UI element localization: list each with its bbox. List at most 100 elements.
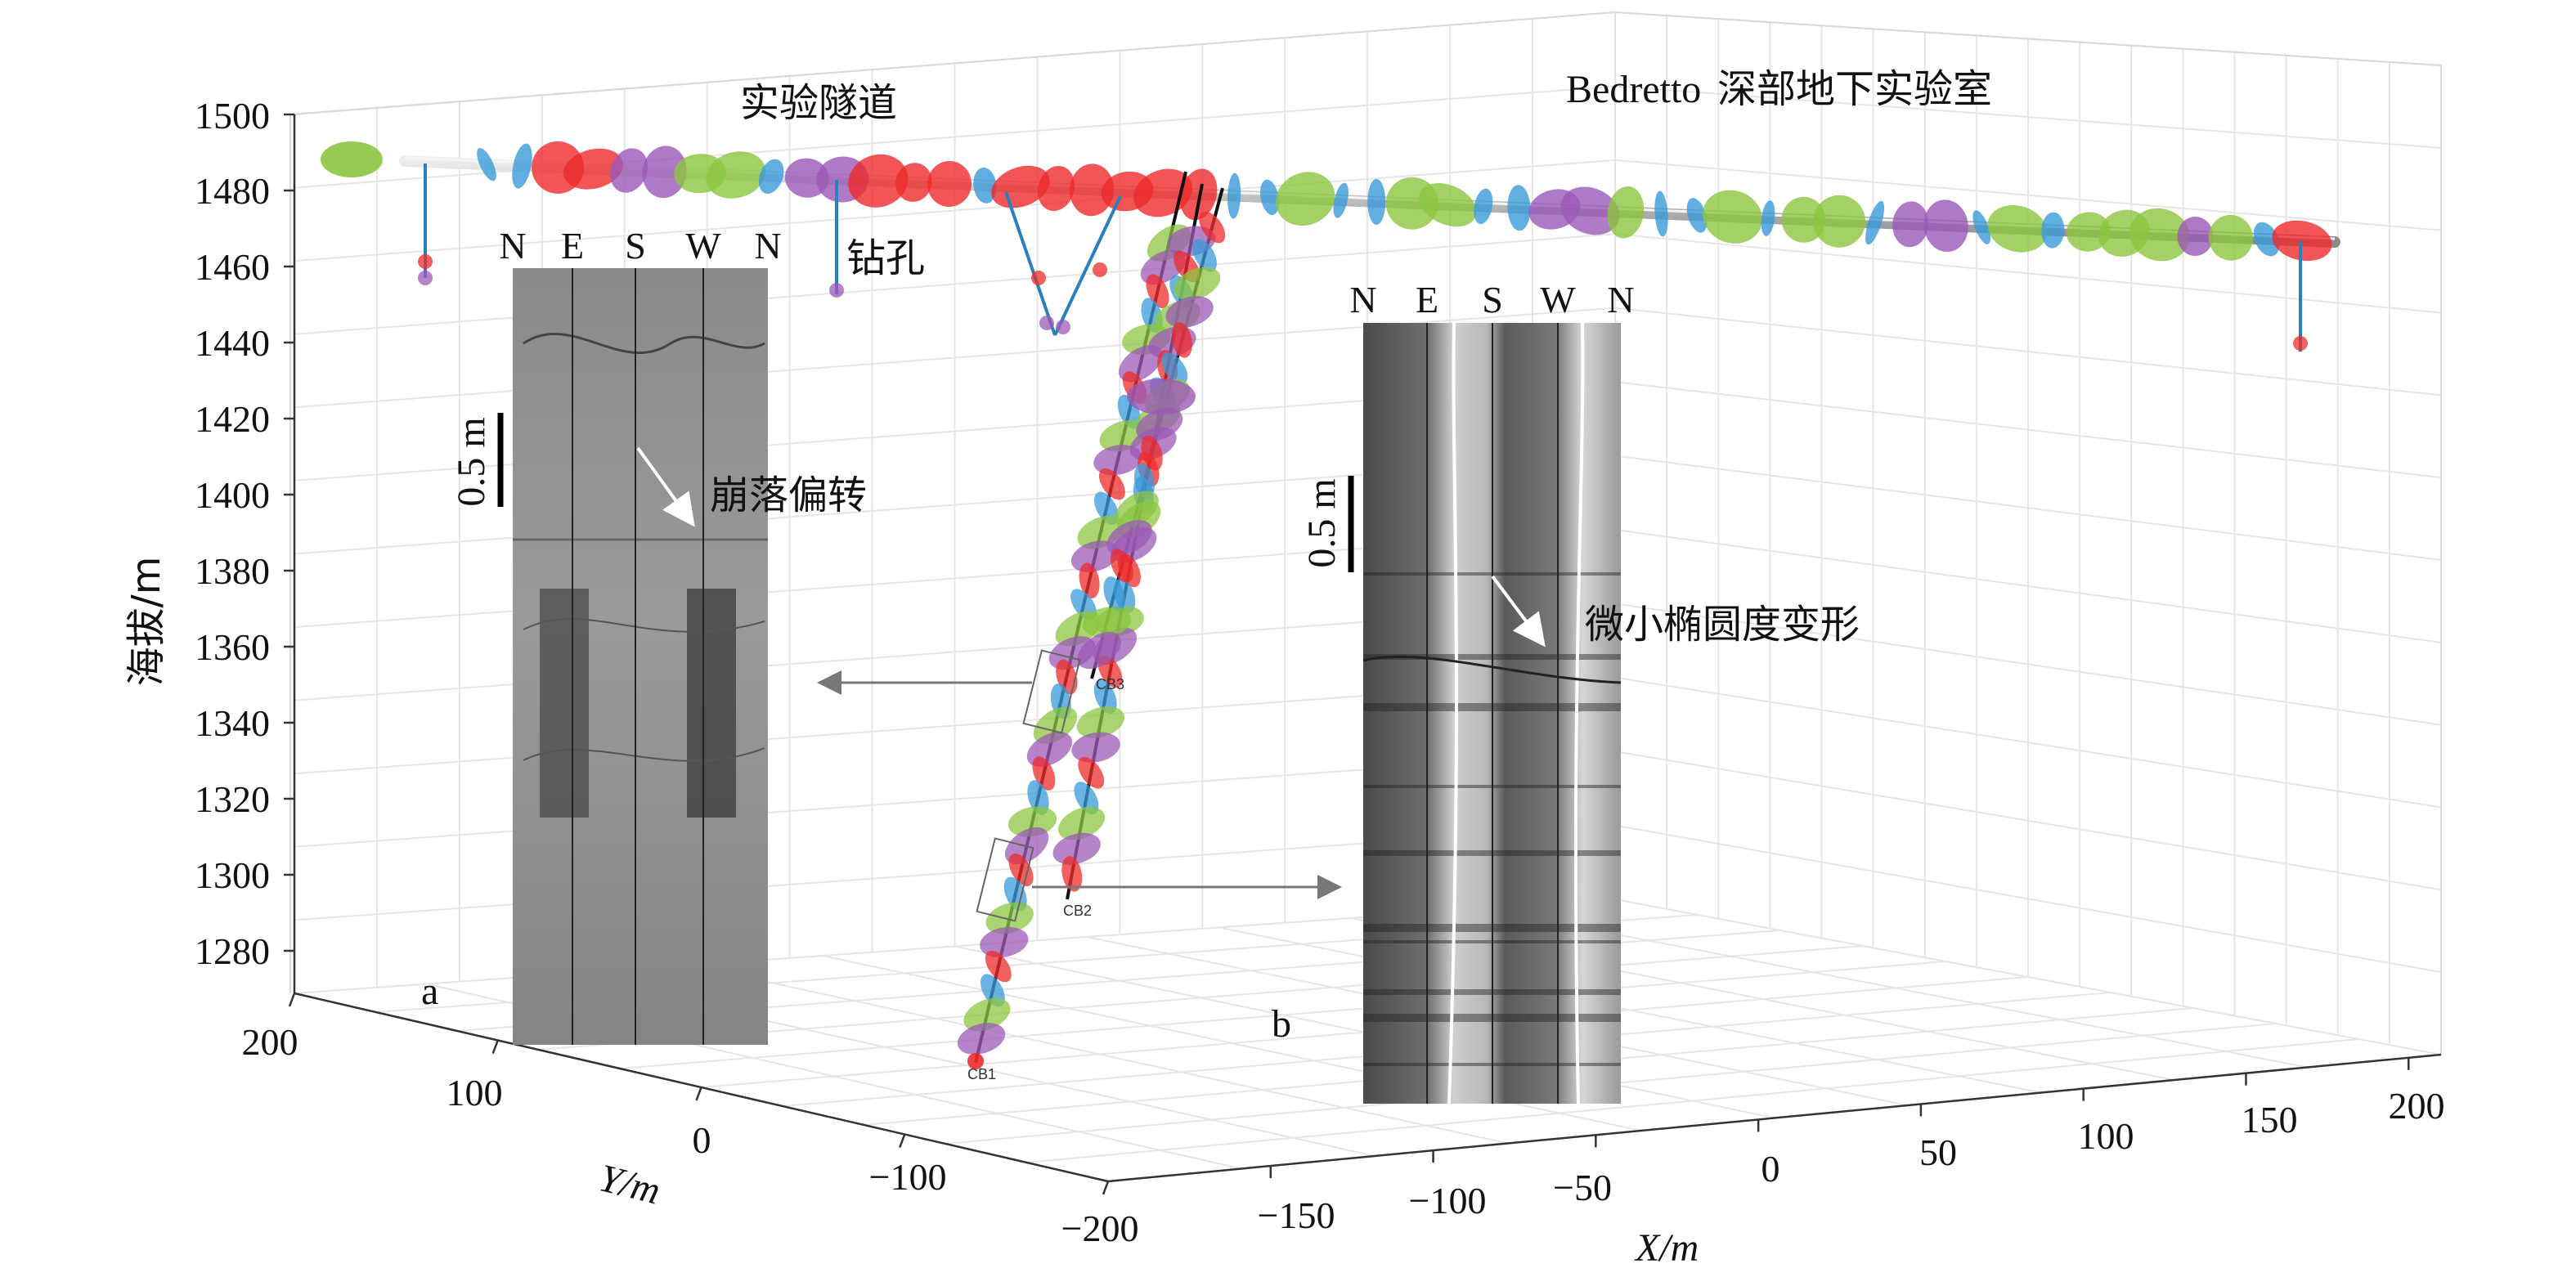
borehole-fracture-marker bbox=[1136, 408, 1183, 441]
x-tick-minus50: −50 bbox=[1553, 1167, 1612, 1208]
borehole-fracture-marker bbox=[1199, 211, 1226, 244]
z-tick-1460: 1460 bbox=[195, 246, 270, 288]
panel-a-compass-s: S bbox=[625, 225, 646, 267]
fracture-marker bbox=[1813, 195, 1866, 248]
borehole-fracture-marker bbox=[1008, 806, 1057, 837]
fracture-marker bbox=[1367, 178, 1386, 225]
borehole-end-marker bbox=[967, 1053, 984, 1069]
panel-b-caliper-w bbox=[1573, 322, 1585, 1104]
borehole-marker bbox=[1031, 271, 1046, 285]
panel-a-dark-zone-w bbox=[687, 589, 736, 818]
panel-a-white-arrow bbox=[636, 446, 695, 527]
y-tick-mark bbox=[695, 1087, 702, 1101]
y-tick-mark bbox=[1102, 1181, 1110, 1195]
x-tick-minus150: −150 bbox=[1258, 1194, 1335, 1236]
borehole-fracture-marker bbox=[1171, 322, 1192, 358]
panel-b-white-arrow bbox=[1491, 575, 1546, 647]
fracture-marker bbox=[1703, 190, 1762, 244]
fracture-marker bbox=[610, 148, 648, 193]
z-tick-1420: 1420 bbox=[195, 398, 270, 440]
grid-line-floor bbox=[1614, 898, 2442, 1055]
fracture-marker bbox=[1333, 182, 1349, 218]
borehole-fracture-marker bbox=[1076, 706, 1125, 738]
y-tick-minus100: −100 bbox=[869, 1156, 947, 1198]
borehole-fracture-marker bbox=[1070, 540, 1120, 572]
panel-b-caliper-e bbox=[1447, 322, 1459, 1104]
z-tick-marks bbox=[284, 113, 294, 952]
fracture-marker bbox=[848, 154, 909, 208]
fracture-marker bbox=[758, 159, 784, 194]
z-tick-1340: 1340 bbox=[195, 702, 270, 744]
breakout-label: 崩落偏转 bbox=[710, 473, 867, 518]
box-top-edges bbox=[289, 11, 2442, 1055]
y-tick-marks bbox=[288, 992, 1110, 1195]
borehole-fracture-marker bbox=[1161, 352, 1188, 384]
fracture-marker bbox=[1069, 164, 1115, 217]
borehole-fracture-marker bbox=[1141, 435, 1163, 471]
y-tick-labels: 200 100 0 −100 −200 bbox=[242, 1021, 1139, 1249]
fracture-marker bbox=[1654, 190, 1668, 237]
z-axis-label: 海拔/m bbox=[123, 557, 169, 687]
lab-label-latin: Bedretto bbox=[1566, 68, 1701, 111]
borehole-label: 钻孔 bbox=[846, 235, 925, 281]
z-tick-1320: 1320 bbox=[195, 778, 270, 820]
y-tick-mark bbox=[288, 992, 296, 1007]
panel-a-compass-w: W bbox=[685, 225, 721, 267]
fracture-marker bbox=[1227, 173, 1241, 219]
panel-a-dark-zone-e bbox=[540, 589, 589, 818]
panel-b-compass-w: W bbox=[1540, 279, 1576, 320]
borehole-fracture-marker bbox=[1077, 631, 1121, 670]
panel-b-scale-label: 0.5 m bbox=[1300, 478, 1344, 567]
fracture-marker bbox=[973, 167, 997, 204]
fracture-marker bbox=[642, 146, 687, 199]
borehole-fracture-marker bbox=[1133, 463, 1155, 500]
panel-a: 0.5 m N E S W N a bbox=[421, 225, 782, 1045]
borehole-fracture-marker bbox=[985, 902, 1034, 934]
panel-a-scale-label: 0.5 m bbox=[450, 417, 493, 506]
fracture-marker bbox=[2041, 212, 2065, 249]
borehole-fracture-marker bbox=[1093, 679, 1117, 715]
panel-a-fracture-2 bbox=[523, 618, 765, 633]
borehole-marker bbox=[418, 271, 433, 285]
z-tick-1300: 1300 bbox=[195, 854, 270, 896]
fracture-marker bbox=[563, 148, 623, 190]
x-tick-50: 50 bbox=[1919, 1131, 1957, 1173]
borehole-fracture-marker bbox=[1008, 853, 1034, 887]
y-tick-200: 200 bbox=[242, 1021, 298, 1063]
fracture-marker bbox=[1507, 185, 1531, 231]
y-tick-mark bbox=[491, 1040, 499, 1054]
x-axis-label: X/m bbox=[1634, 1226, 1699, 1270]
panel-b-deformation-line bbox=[1362, 655, 1622, 684]
cb1-tag: CB1 bbox=[967, 1066, 996, 1082]
fracture-marker bbox=[1865, 200, 1885, 245]
borehole-fracture-marker bbox=[1058, 806, 1105, 840]
fracture-marker bbox=[706, 151, 766, 199]
borehole-marker bbox=[2293, 336, 2308, 351]
borehole-fracture-marker bbox=[1103, 576, 1125, 612]
fracture-marker bbox=[1781, 196, 1826, 243]
borehole-fracture-marker bbox=[963, 997, 1011, 1032]
y-axis-label: Y/m bbox=[595, 1156, 664, 1212]
short-borehole-4 bbox=[1004, 191, 1057, 336]
z-tick-1280: 1280 bbox=[195, 930, 270, 972]
lab-label-cjk: 深部地下实验室 bbox=[1717, 66, 1992, 112]
x-tick-labels: −150 −100 −50 0 50 100 150 200 bbox=[1258, 1085, 2445, 1236]
borehole-fracture-marker bbox=[1106, 520, 1152, 555]
fracture-marker bbox=[1275, 172, 1335, 226]
borehole-fracture-marker bbox=[1052, 832, 1101, 865]
panel-b-compass-e: E bbox=[1416, 279, 1438, 320]
fracture-marker bbox=[2177, 217, 2214, 256]
y-tick-minus200: −200 bbox=[1061, 1208, 1139, 1249]
z-tick-1380: 1380 bbox=[195, 550, 270, 592]
right-wall-grid bbox=[1614, 11, 2442, 1055]
borehole-marker bbox=[418, 254, 433, 269]
borehole-fracture-marker bbox=[1074, 782, 1099, 815]
fracture-marker bbox=[1474, 188, 1493, 225]
borehole-fracture-marker bbox=[957, 1023, 1006, 1055]
borehole-fracture-marker bbox=[1115, 491, 1159, 528]
cb3-tag: CB3 bbox=[1096, 676, 1124, 692]
fracture-marker bbox=[1686, 198, 1708, 233]
fracture-marker bbox=[1560, 186, 1620, 235]
z-tick-1360: 1360 bbox=[195, 626, 270, 668]
borehole-marker bbox=[829, 283, 844, 298]
